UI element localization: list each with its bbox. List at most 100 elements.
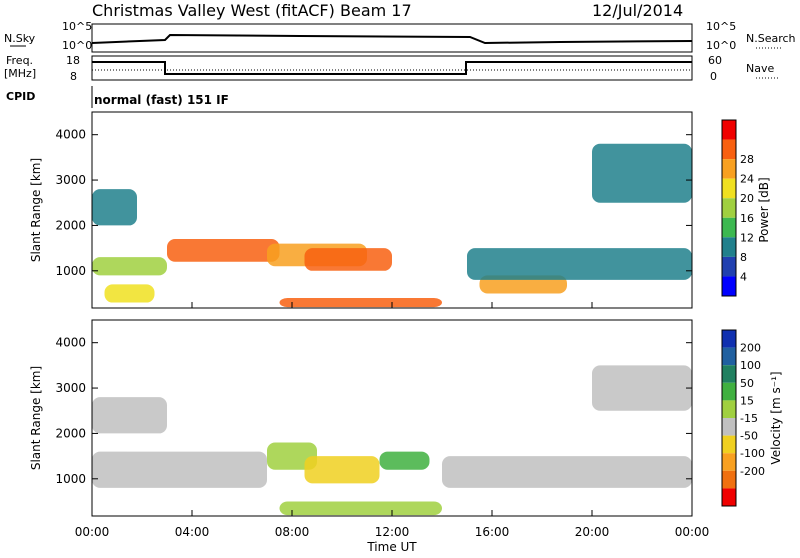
colorbar-tick-label: 50 bbox=[740, 377, 754, 390]
colorbar-tick-label: 200 bbox=[740, 342, 761, 355]
time-tick-label: 12:00 bbox=[375, 525, 410, 539]
time-tick-label: 00:00 bbox=[675, 525, 710, 539]
power-colorbar-label: Power [dB] bbox=[757, 177, 771, 242]
scatter-region bbox=[442, 456, 692, 488]
colorbar-tick-label: 16 bbox=[740, 212, 754, 225]
colorbar-swatch bbox=[722, 120, 736, 140]
colorbar-swatch bbox=[722, 470, 736, 489]
range-tick-label: 2000 bbox=[55, 426, 86, 440]
colorbar-swatch bbox=[722, 488, 736, 506]
range-tick-label: 1000 bbox=[55, 264, 86, 278]
velocity-colorbar-label: Velocity [m s⁻¹] bbox=[769, 371, 783, 464]
colorbar-swatch bbox=[722, 435, 736, 454]
nave-label: Nave bbox=[746, 62, 774, 75]
time-tick-label: 00:00 bbox=[75, 525, 110, 539]
freq-panel-frame bbox=[91, 55, 693, 81]
scatter-region bbox=[304, 456, 380, 484]
nsky-right-tick-top: 10^5 bbox=[706, 20, 736, 33]
power-colorbar: 4 8 12 16 20 24 28 bbox=[721, 119, 754, 297]
colorbar-swatch bbox=[722, 256, 736, 277]
colorbar-tick-label: -50 bbox=[740, 430, 758, 443]
nsky-left-tick-top: 10^5 bbox=[62, 20, 92, 33]
power-yaxis: 1000 2000 3000 4000 bbox=[55, 128, 692, 278]
scatter-region bbox=[379, 451, 430, 470]
colorbar-tick-label: 4 bbox=[740, 270, 747, 283]
scatter-region bbox=[104, 284, 155, 303]
colorbar-tick-label: 8 bbox=[740, 251, 747, 264]
scatter-region bbox=[279, 298, 442, 308]
nsky-left-tick-bottom: 10^0 bbox=[62, 39, 92, 52]
scatter-region bbox=[92, 257, 167, 276]
scatter-region bbox=[92, 451, 267, 488]
colorbar-swatch bbox=[722, 418, 736, 436]
range-tick-label: 2000 bbox=[55, 218, 86, 232]
velocity-colorbar: 200 100 50 15 -15 -50 -100 -200 bbox=[721, 329, 765, 507]
colorbar-swatch bbox=[722, 237, 736, 257]
colorbar-tick-label: -200 bbox=[740, 465, 765, 478]
colorbar-swatch bbox=[722, 198, 736, 218]
power-ylabel: Slant Range [km] bbox=[29, 158, 43, 262]
colorbar-swatch bbox=[722, 400, 736, 418]
nsearch-label: N.Search bbox=[746, 32, 796, 45]
colorbar-swatch bbox=[722, 178, 736, 199]
colorbar-tick-label: 15 bbox=[740, 394, 754, 407]
freq-tick-bottom: 8 bbox=[70, 70, 77, 83]
colorbar-frame bbox=[721, 119, 737, 297]
colorbar-tick-label: 12 bbox=[740, 231, 754, 244]
time-tick-label: 04:00 bbox=[175, 525, 210, 539]
colorbar-tick-label: 24 bbox=[740, 173, 754, 186]
scatter-region bbox=[279, 501, 442, 516]
nsky-right-tick-bottom: 10^0 bbox=[706, 39, 736, 52]
colorbar-swatch bbox=[722, 453, 736, 471]
nave-tick-bottom: 0 bbox=[710, 70, 717, 83]
freq-tick-top: 18 bbox=[66, 54, 80, 67]
scatter-region bbox=[267, 442, 317, 470]
date-label: 12/Jul/2014 bbox=[592, 1, 683, 20]
colorbar-swatch bbox=[722, 139, 736, 160]
freq-label: Freq. bbox=[6, 54, 33, 67]
time-tick-label: 08:00 bbox=[275, 525, 310, 539]
velocity-yaxis: 1000 2000 3000 4000 bbox=[55, 336, 692, 486]
velocity-data-layer bbox=[92, 365, 692, 516]
colorbar-swatch bbox=[722, 159, 736, 179]
range-tick-label: 4000 bbox=[55, 128, 86, 142]
colorbar-swatch bbox=[722, 276, 736, 296]
range-tick-label: 1000 bbox=[55, 472, 86, 486]
time-tick-label: 16:00 bbox=[475, 525, 510, 539]
scatter-region bbox=[479, 275, 567, 294]
scatter-region bbox=[92, 397, 167, 434]
nave-tick-top: 60 bbox=[708, 54, 722, 67]
time-axis-label: Time UT bbox=[366, 540, 417, 554]
colorbar-swatch bbox=[722, 217, 736, 238]
colorbar-tick-label: 20 bbox=[740, 192, 754, 205]
nsky-panel-frame bbox=[91, 23, 693, 53]
freq-trace bbox=[92, 61, 692, 75]
colorbar-tick-label: 100 bbox=[740, 359, 761, 372]
power-data-layer bbox=[92, 143, 692, 308]
nsky-trace bbox=[91, 33, 693, 45]
colorbar-tick-label: 28 bbox=[740, 153, 754, 166]
freq-unit-label: [MHz] bbox=[4, 67, 36, 80]
cpid-label: CPID bbox=[6, 90, 35, 103]
colorbar-swatch bbox=[722, 330, 736, 348]
time-axis: 00:00 04:00 08:00 12:00 16:00 20:00 00:00 bbox=[75, 302, 710, 539]
colorbar-swatch bbox=[722, 347, 736, 366]
scatter-region bbox=[304, 248, 392, 271]
scatter-region bbox=[167, 239, 280, 262]
scatter-region bbox=[467, 248, 692, 280]
time-tick-label: 20:00 bbox=[575, 525, 610, 539]
colorbar-tick-label: -100 bbox=[740, 447, 765, 460]
velocity-ylabel: Slant Range [km] bbox=[29, 366, 43, 470]
range-tick-label: 4000 bbox=[55, 336, 86, 350]
cpid-mode-text: normal (fast) 151 IF bbox=[94, 93, 229, 107]
colorbar-swatch bbox=[722, 365, 736, 383]
scatter-region bbox=[592, 143, 692, 203]
range-tick-label: 3000 bbox=[55, 381, 86, 395]
scatter-region bbox=[92, 189, 137, 226]
beam-label: Beam 17 bbox=[340, 1, 412, 20]
scatter-region bbox=[592, 365, 692, 411]
station-title: Christmas Valley West (fitACF) bbox=[92, 1, 335, 20]
colorbar-swatch bbox=[722, 382, 736, 401]
